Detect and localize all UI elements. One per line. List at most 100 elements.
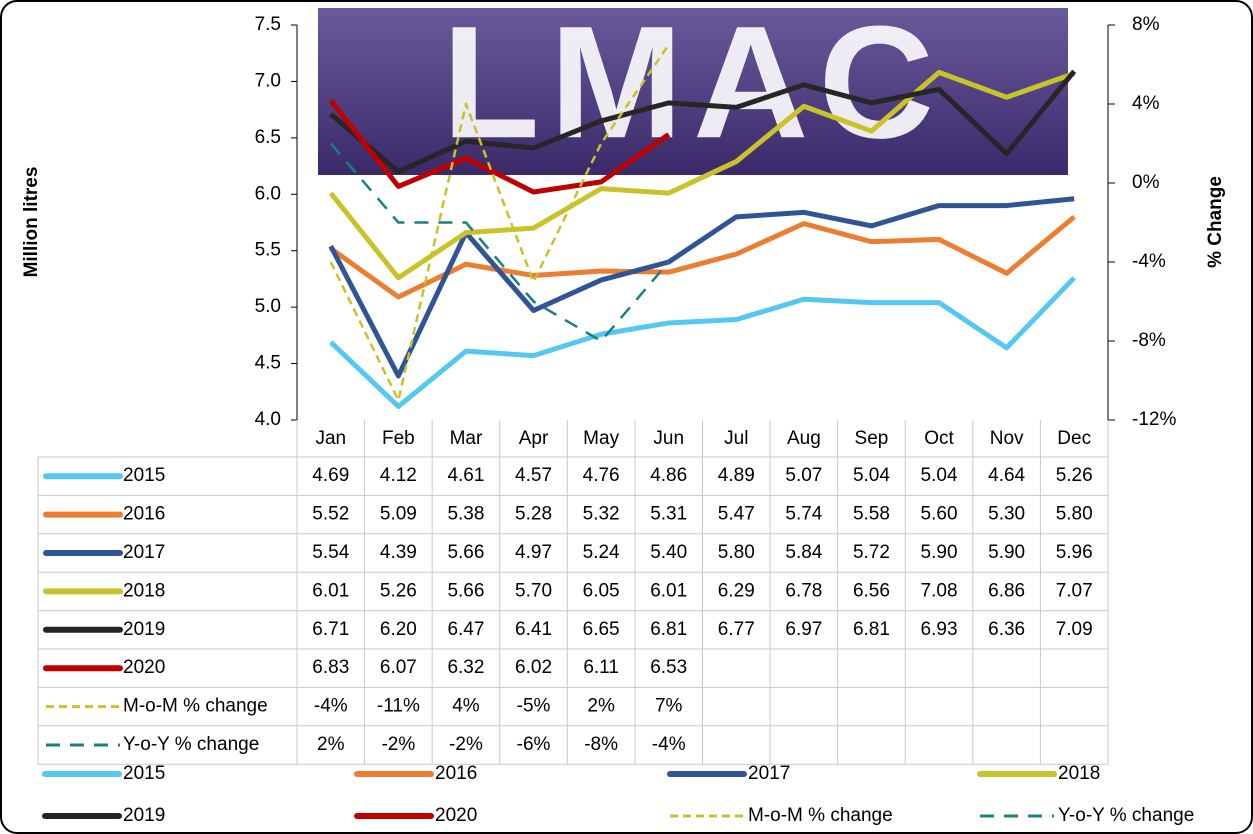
y-tick-label: 7.0 <box>255 70 281 91</box>
y-tick-label: 6.0 <box>255 183 281 204</box>
table-cell: 5.60 <box>921 504 958 525</box>
x-tick-label: Jan <box>315 428 346 449</box>
table-cell: 6.77 <box>718 619 755 640</box>
y2-tick-label: 8% <box>1132 14 1160 35</box>
table-cell: 2% <box>317 734 345 755</box>
x-tick-label: Mar <box>450 428 483 449</box>
table-legend-label: 2017 <box>123 542 165 563</box>
table-legend-label: 2019 <box>123 619 165 640</box>
table-cell: 6.36 <box>988 619 1025 640</box>
table-cell: 6.29 <box>718 580 755 601</box>
y2-tick-label: -12% <box>1132 409 1176 430</box>
table-cell: 5.30 <box>988 504 1025 525</box>
table-cell: 4.76 <box>583 465 620 486</box>
table-legend-label: M-o-M % change <box>123 696 268 717</box>
y-axis-label: Million litres <box>21 167 42 278</box>
table-cell: -6% <box>517 734 551 755</box>
y-tick-label: 5.5 <box>255 240 281 261</box>
chart: LMAC Million litres % Change 4.04.55.05.… <box>0 0 1253 834</box>
x-tick-label: Oct <box>924 428 954 449</box>
table-cell: 6.93 <box>921 619 958 640</box>
y-tick-label: 7.5 <box>255 14 281 35</box>
y-tick-label: 4.5 <box>255 353 281 374</box>
table-cell: 5.96 <box>1056 542 1093 563</box>
table-cell: 5.40 <box>650 542 687 563</box>
table-cell: 5.74 <box>785 504 822 525</box>
table-cell: 4.86 <box>650 465 687 486</box>
table-legend-label: 2015 <box>123 465 165 486</box>
table-cell: 5.58 <box>853 504 890 525</box>
table-cell: -11% <box>377 696 420 717</box>
table-cell: 5.66 <box>447 580 484 601</box>
table-cell: 6.47 <box>447 619 484 640</box>
table-cell: 5.84 <box>785 542 822 563</box>
y2-tick-label: 0% <box>1132 172 1160 193</box>
table-cell: 6.53 <box>650 657 687 678</box>
table-cell: 6.32 <box>447 657 484 678</box>
table-cell: 6.97 <box>785 619 822 640</box>
table-cell: -5% <box>517 696 551 717</box>
table-cell: 5.66 <box>447 542 484 563</box>
table-cell: 6.11 <box>583 657 619 678</box>
x-tick-label: Nov <box>990 428 1024 449</box>
y-tick-label: 4.0 <box>255 409 281 430</box>
legend-label: 2018 <box>1058 763 1100 784</box>
x-tick-label: May <box>583 428 619 449</box>
table-cell: 5.04 <box>853 465 890 486</box>
table-cell: 5.90 <box>921 542 958 563</box>
legend-label: 2020 <box>435 805 477 826</box>
table-cell: 5.32 <box>583 504 620 525</box>
table-cell: 6.20 <box>380 619 417 640</box>
y2-tick-label: -8% <box>1132 330 1166 351</box>
table-cell: 5.26 <box>380 580 417 601</box>
x-tick-label: Apr <box>519 428 549 449</box>
table-cell: 4.69 <box>312 465 349 486</box>
table-cell: 5.26 <box>1056 465 1093 486</box>
x-tick-label: Jul <box>724 428 748 449</box>
table-cell: 6.07 <box>380 657 417 678</box>
table-cell: 7.08 <box>921 580 958 601</box>
table-cell: 6.86 <box>988 580 1025 601</box>
table-cell: 6.65 <box>583 619 620 640</box>
table-cell: -4% <box>652 734 686 755</box>
table-cell: 4% <box>452 696 480 717</box>
table-cell: 5.70 <box>515 580 552 601</box>
table-cell: 5.80 <box>718 542 755 563</box>
table-cell: 4.97 <box>515 542 552 563</box>
table-cell: 5.31 <box>650 504 687 525</box>
y-tick-label: 5.0 <box>255 296 281 317</box>
legend-label: M-o-M % change <box>748 805 893 826</box>
legend-label: Y-o-Y % change <box>1058 805 1194 826</box>
table-cell: 6.02 <box>515 657 552 678</box>
legend-label: 2016 <box>435 763 477 784</box>
x-tick-label: Aug <box>787 428 821 449</box>
table-cell: 5.72 <box>853 542 890 563</box>
table-cell: 4.12 <box>380 465 417 486</box>
table-legend-label: 2020 <box>123 657 165 678</box>
x-tick-label: Dec <box>1057 428 1091 449</box>
table-cell: 2% <box>587 696 615 717</box>
table-cell: 6.83 <box>312 657 349 678</box>
table-cell: 5.04 <box>921 465 958 486</box>
table-cell: 6.01 <box>650 580 687 601</box>
y2-tick-label: -4% <box>1132 251 1166 272</box>
table-legend-label: 2018 <box>123 580 165 601</box>
table-cell: 7.09 <box>1056 619 1093 640</box>
x-tick-label: Feb <box>382 428 415 449</box>
table-cell: -2% <box>449 734 483 755</box>
table-cell: 4.64 <box>988 465 1025 486</box>
y-tick-label: 6.5 <box>255 127 281 148</box>
table-cell: 5.47 <box>718 504 755 525</box>
table-cell: -4% <box>314 696 348 717</box>
table-cell: 7% <box>655 696 683 717</box>
table-legend-label: Y-o-Y % change <box>123 734 259 755</box>
table-cell: 5.24 <box>583 542 620 563</box>
table-cell: 6.56 <box>853 580 890 601</box>
table-cell: 6.81 <box>650 619 687 640</box>
table-cell: 6.78 <box>785 580 822 601</box>
table-cell: -8% <box>584 734 618 755</box>
table-cell: 5.90 <box>988 542 1025 563</box>
table-cell: 6.71 <box>312 619 349 640</box>
table-cell: 4.39 <box>380 542 417 563</box>
table-cell: 6.81 <box>853 619 890 640</box>
